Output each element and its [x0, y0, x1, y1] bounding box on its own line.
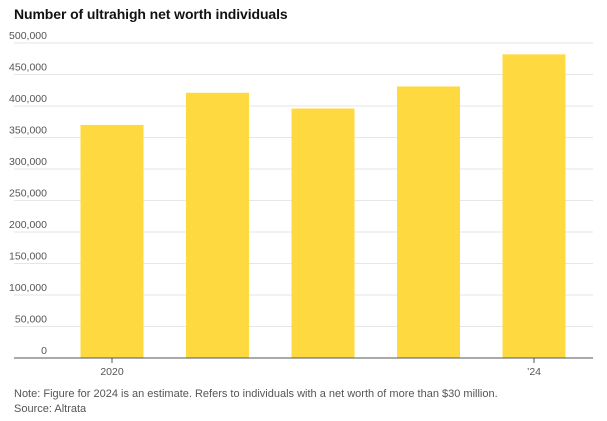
y-tick-label: 300,000 — [9, 156, 47, 168]
y-tick-label: 450,000 — [9, 62, 47, 74]
bar-2020 — [80, 124, 144, 359]
x-axis-ticks: 2020 ’24 — [100, 358, 541, 378]
note-text: Note: Figure for 2024 is an estimate. Re… — [14, 388, 498, 400]
x-tick-label: 2020 — [100, 366, 124, 378]
chart-footer: Note: Figure for 2024 is an estimate. Re… — [14, 387, 498, 417]
y-tick-label: 0 — [41, 345, 47, 357]
bar-chart: 0 50,000 100,000 150,000 200,000 250,000 300,0… — [9, 30, 593, 378]
y-tick-label: 50,000 — [15, 314, 47, 326]
y-axis-labels: 0 50,000 100,000 150,000 200,000 250,000 300,0… — [9, 30, 47, 357]
y-tick-label: 400,000 — [9, 93, 47, 105]
source-text: Source: Altrata — [14, 403, 87, 415]
y-tick-label: 250,000 — [9, 188, 47, 200]
y-tick-label: 200,000 — [9, 219, 47, 231]
y-tick-label: 350,000 — [9, 125, 47, 137]
y-tick-label: 150,000 — [9, 251, 47, 263]
bar-24 — [502, 54, 566, 359]
y-tick-label: 500,000 — [9, 30, 47, 42]
bar-2022 — [291, 108, 355, 359]
x-tick-label: ’24 — [527, 366, 541, 378]
bar-2023 — [397, 86, 460, 358]
chart-title: Number of ultrahigh net worth individual… — [14, 6, 288, 22]
bar-2021 — [186, 92, 249, 359]
bars — [80, 54, 566, 359]
y-tick-label: 100,000 — [9, 282, 47, 294]
